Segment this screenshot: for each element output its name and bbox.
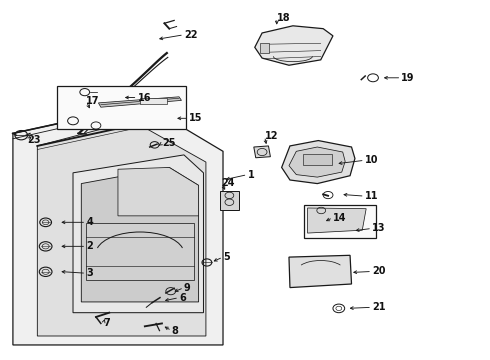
Text: 21: 21 [372,302,386,312]
Polygon shape [282,140,355,184]
Text: 15: 15 [189,113,202,123]
Polygon shape [37,121,206,336]
Bar [304,205,376,238]
Text: 25: 25 [162,139,175,148]
Polygon shape [13,105,223,345]
Text: 10: 10 [365,155,378,165]
Text: 17: 17 [86,96,99,106]
Text: 20: 20 [372,266,386,276]
Text: 11: 11 [365,191,378,201]
Polygon shape [73,155,203,313]
Bar [140,98,167,104]
Bar [303,154,332,165]
Text: 4: 4 [86,217,93,227]
Text: 13: 13 [372,224,386,233]
Text: 14: 14 [333,213,346,222]
Bar [260,43,270,53]
Bar [57,86,186,129]
Polygon shape [118,167,198,216]
Polygon shape [98,97,181,107]
Polygon shape [86,223,194,280]
Text: 18: 18 [277,13,291,23]
Polygon shape [308,208,366,233]
Bar [220,191,239,211]
Polygon shape [254,146,270,158]
Polygon shape [81,167,198,302]
Text: 12: 12 [265,131,278,141]
Polygon shape [289,255,351,288]
Text: 1: 1 [247,170,254,180]
Text: 5: 5 [223,252,230,262]
Polygon shape [289,147,345,177]
Text: 23: 23 [27,135,41,145]
Text: 19: 19 [401,73,415,83]
Text: 16: 16 [138,93,151,103]
Text: 24: 24 [221,178,235,188]
Text: 6: 6 [179,293,186,303]
Text: 9: 9 [184,283,191,293]
Text: 8: 8 [172,325,178,336]
Text: 3: 3 [86,268,93,278]
Text: 7: 7 [103,319,110,328]
Text: 2: 2 [86,241,93,251]
Text: 22: 22 [184,30,197,40]
Polygon shape [255,26,333,65]
